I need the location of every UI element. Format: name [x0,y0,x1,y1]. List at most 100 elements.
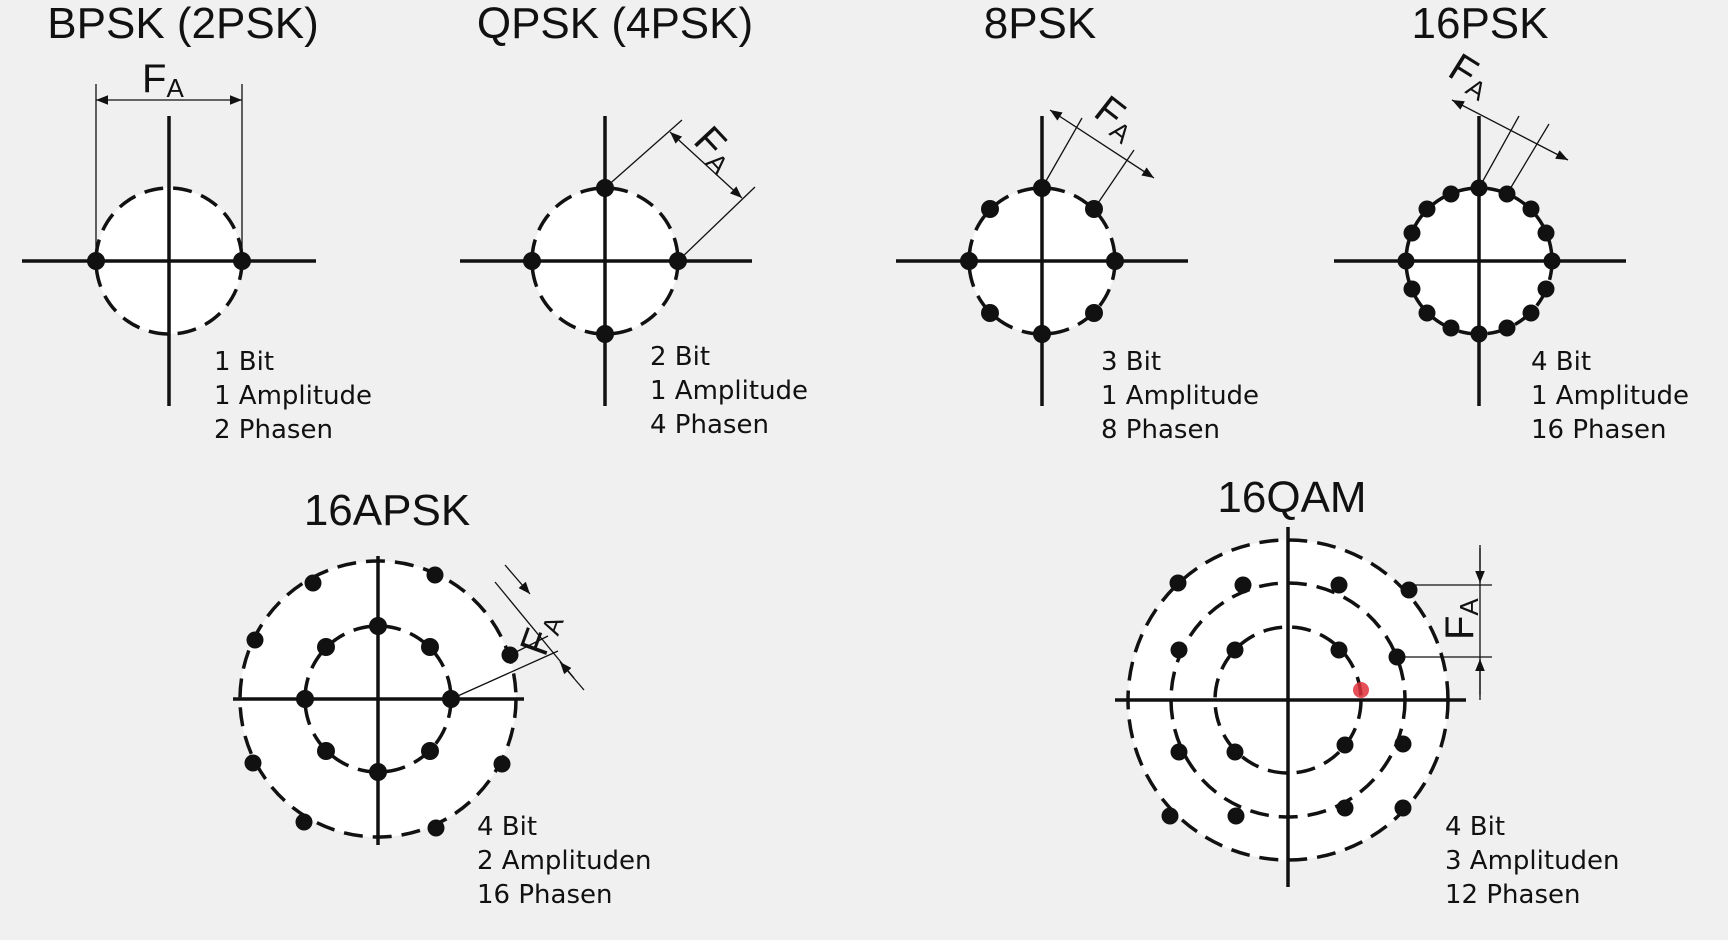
qam16-symbol-point [1170,641,1188,659]
qam16-info-bits: 4 Bit [1445,812,1505,842]
qam16-symbol-point [1227,807,1245,825]
qam16-outer-ring [1126,538,1450,862]
qam16-symbol-point [1400,581,1418,599]
psk16-symbol-point [1522,200,1540,218]
psk8-distance-arrow [1049,109,1155,179]
apsk16-symbol-point [369,763,387,781]
psk8-panel: 8PSK FA 3 Bit 1 Amplitude 8 Phasen [896,0,1259,445]
apsk16-symbol-point [317,742,335,760]
qpsk-symbol-point [596,325,614,343]
qpsk-info-amplitudes: 1 Amplitude [650,376,808,406]
psk16-symbol-point [1522,304,1540,322]
apsk16-panel: 16APSK FA 4 Bit 2 Amplituden 16 P [233,486,652,910]
bpsk-panel: BPSK (2PSK) FA 1 Bit 1 Amplitude 2 Phase… [22,0,372,445]
apsk16-extension-line [450,650,559,700]
qpsk-info-phases: 4 Phasen [650,410,769,440]
apsk16-distance-arrow [559,661,585,691]
qam16-title: 16QAM [1217,473,1366,522]
qam16-fa-label: FA [1438,598,1484,640]
psk8-info: 3 Bit 1 Amplitude 8 Phasen [1101,347,1259,445]
qpsk-panel: QPSK (4PSK) FA 2 Bit 1 Amplitude 4 Phase… [460,0,808,440]
qam16-symbol-point [1226,743,1244,761]
psk16-info-phases: 16 Phasen [1531,415,1666,445]
apsk16-symbol-point [427,819,445,837]
psk8-extension-line [1093,149,1135,210]
psk8-extension-line [1041,117,1083,189]
psk8-symbol-point [1085,304,1103,322]
qam16-symbol-point [1336,799,1354,817]
psk16-symbol-point [1397,252,1415,270]
qam16-inner-ring [1213,625,1363,775]
psk8-title: 8PSK [984,0,1097,48]
qam16-symbol-point [1161,807,1179,825]
psk16-info-bits: 4 Bit [1531,347,1591,377]
qpsk-extension-line [677,186,756,262]
psk16-title: 16PSK [1412,0,1549,48]
psk16-symbol-point [1418,304,1436,322]
qam16-middle-ring [1169,581,1407,819]
qam16-symbol-point [1234,576,1252,594]
qam16-symbol-point [1394,799,1412,817]
qpsk-fa-label: FA [684,118,747,180]
qam16-symbol-point [1169,574,1187,592]
psk16-info: 4 Bit 1 Amplitude 16 Phasen [1531,347,1689,445]
psk16-symbol-point [1442,319,1460,337]
psk16-info-amplitudes: 1 Amplitude [1531,381,1689,411]
apsk16-info-phases: 16 Phasen [477,880,612,910]
apsk16-symbol-point [493,755,511,773]
apsk16-info-amplitudes: 2 Amplituden [477,846,652,876]
qam16-symbol-point [1394,735,1412,753]
psk8-info-bits: 3 Bit [1101,347,1161,377]
psk16-symbol-point [1403,280,1421,298]
psk16-distance-arrow [1451,99,1569,161]
apsk16-title: 16APSK [304,486,470,535]
qpsk-title: QPSK (4PSK) [477,0,753,48]
apsk16-symbol-point [317,638,335,656]
apsk16-symbol-point [304,574,322,592]
apsk16-symbol-point [369,617,387,635]
psk16-symbol-point [1537,280,1555,298]
psk16-symbol-point [1543,252,1561,270]
apsk16-symbol-point [295,813,313,831]
qam16-symbol-point [1330,576,1348,594]
psk8-info-phases: 8 Phasen [1101,415,1220,445]
qam16-symbol-point [1226,641,1244,659]
psk16-symbol-point [1442,185,1460,203]
bpsk-fa-label: FA [142,57,184,103]
bpsk-title: BPSK (2PSK) [47,0,318,48]
qam16-info-phases: 12 Phasen [1445,880,1580,910]
psk16-panel: 16PSK FA 4 Bit 1 Amplitude 16 Phasen [1334,0,1689,445]
bpsk-info-amplitudes: 1 Amplitude [214,381,372,411]
mouse-pointer-icon [1353,682,1369,698]
psk16-symbol-point [1498,319,1516,337]
apsk16-distance-arrow [504,564,531,595]
psk16-symbol-point [1470,325,1488,343]
psk16-symbol-point [1418,200,1436,218]
apsk16-symbol-point [426,566,444,584]
apsk16-symbol-point [244,754,262,772]
psk8-symbol-point [960,252,978,270]
qam16-panel: 16QAM FA 4 Bit [1115,473,1620,910]
qam16-symbol-point [1170,743,1188,761]
qpsk-symbol-point [523,252,541,270]
apsk16-symbol-point [246,631,264,649]
qam16-info: 4 Bit 3 Amplituden 12 Phasen [1445,812,1620,910]
psk8-symbol-point [981,304,999,322]
psk16-extension-line [1506,123,1550,195]
qam16-info-amplitudes: 3 Amplituden [1445,846,1620,876]
apsk16-info-bits: 4 Bit [477,812,537,842]
psk16-extension-line [1478,115,1520,189]
apsk16-outer-ring [238,559,518,839]
qpsk-info-bits: 2 Bit [650,342,710,372]
qpsk-info: 2 Bit 1 Amplitude 4 Phasen [650,342,808,440]
qpsk-extension-line [604,119,683,189]
bpsk-info-phases: 2 Phasen [214,415,333,445]
apsk16-symbol-point [421,638,439,656]
bpsk-info-bits: 1 Bit [214,347,274,377]
apsk16-symbol-point [421,742,439,760]
qpsk-distance-arrow [669,131,743,199]
psk8-fa-label: FA [1085,87,1147,149]
psk16-symbol-point [1537,224,1555,242]
psk16-symbol-point [1403,224,1421,242]
